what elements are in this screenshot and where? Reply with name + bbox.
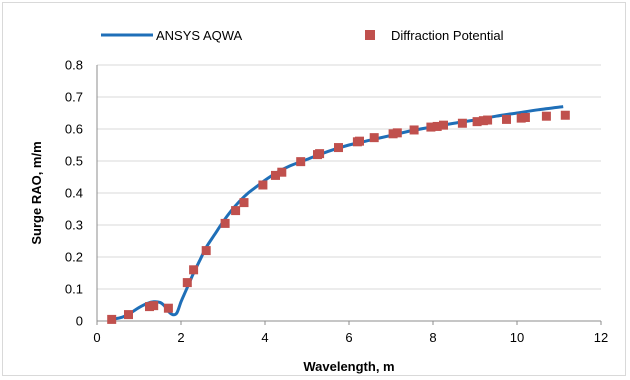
- x-axis-ticks: 0 2 4 6 8 10 12: [93, 321, 608, 345]
- data-point-diffraction: [541, 111, 551, 121]
- data-point-diffraction: [439, 120, 448, 130]
- x-tick-label: 8: [429, 330, 436, 345]
- x-tick-label: 12: [594, 330, 608, 345]
- data-point-diffraction: [258, 180, 268, 190]
- y-tick-label: 0.5: [65, 154, 83, 169]
- data-point-diffraction: [472, 117, 482, 127]
- x-tick-label: 0: [93, 330, 100, 345]
- chart-svg: 0 2 4 6 8 10 12 0 0.1 0.2 0.3 0.4 0.5 0.6 0.7 0.8 Wave…: [29, 28, 608, 374]
- data-point-diffraction: [426, 122, 436, 132]
- x-tick-label: 2: [177, 330, 184, 345]
- data-point-diffraction: [271, 170, 280, 180]
- y-axis-ticks: 0 0.1 0.2 0.3 0.4 0.5 0.6 0.7 0.8: [65, 58, 83, 329]
- chart-area: 0 2 4 6 8 10 12 0 0.1 0.2 0.3 0.4 0.5 0.6 0.7 0.8 Wave…: [2, 2, 626, 376]
- y-tick-label: 0.1: [65, 282, 83, 297]
- legend: ANSYS AQWA Diffraction Potential: [101, 28, 504, 43]
- grid-lines: [97, 64, 601, 290]
- data-point-diffraction: [201, 246, 211, 256]
- data-point-diffraction: [296, 157, 306, 167]
- data-point-diffraction: [277, 167, 287, 177]
- data-point-diffraction: [392, 128, 402, 138]
- plot-series: [107, 105, 570, 324]
- data-point-diffraction: [182, 278, 192, 288]
- data-point-diffraction: [124, 310, 133, 320]
- data-point-diffraction: [409, 125, 419, 135]
- x-tick-label: 6: [345, 330, 352, 345]
- y-tick-label: 0.4: [65, 186, 83, 201]
- legend-swatch-diffraction: [365, 30, 375, 40]
- data-point-diffraction: [369, 133, 379, 143]
- series-line-aqwa: [111, 105, 564, 321]
- legend-label-diffraction: Diffraction Potential: [391, 28, 504, 43]
- data-point-diffraction: [432, 121, 442, 131]
- data-point-diffraction: [163, 303, 173, 313]
- data-point-diffraction: [231, 206, 241, 216]
- data-point-diffraction: [483, 115, 493, 125]
- data-point-diffraction: [457, 118, 467, 128]
- data-point-diffraction: [520, 112, 530, 122]
- data-point-diffraction: [107, 314, 117, 324]
- data-point-diffraction: [189, 265, 199, 275]
- y-tick-label: 0.3: [65, 218, 83, 233]
- data-point-diffraction: [355, 136, 364, 146]
- data-point-diffraction: [315, 149, 325, 159]
- x-axis-title: Wavelength, m: [303, 359, 394, 374]
- y-axis-title: Surge RAO, m/m: [29, 141, 44, 244]
- data-point-diffraction: [502, 114, 511, 124]
- y-tick-label: 0: [76, 314, 83, 329]
- y-tick-label: 0.2: [65, 250, 83, 265]
- data-point-diffraction: [149, 301, 159, 311]
- legend-label-aqwa: ANSYS AQWA: [156, 28, 243, 43]
- data-point-diffraction: [239, 198, 249, 208]
- data-point-diffraction: [560, 110, 570, 120]
- y-tick-label: 0.8: [65, 58, 83, 73]
- y-tick-label: 0.7: [65, 90, 83, 105]
- data-point-diffraction: [220, 218, 230, 228]
- x-tick-label: 4: [261, 330, 268, 345]
- data-point-diffraction: [334, 143, 343, 153]
- y-tick-label: 0.6: [65, 122, 83, 137]
- x-tick-label: 10: [510, 330, 524, 345]
